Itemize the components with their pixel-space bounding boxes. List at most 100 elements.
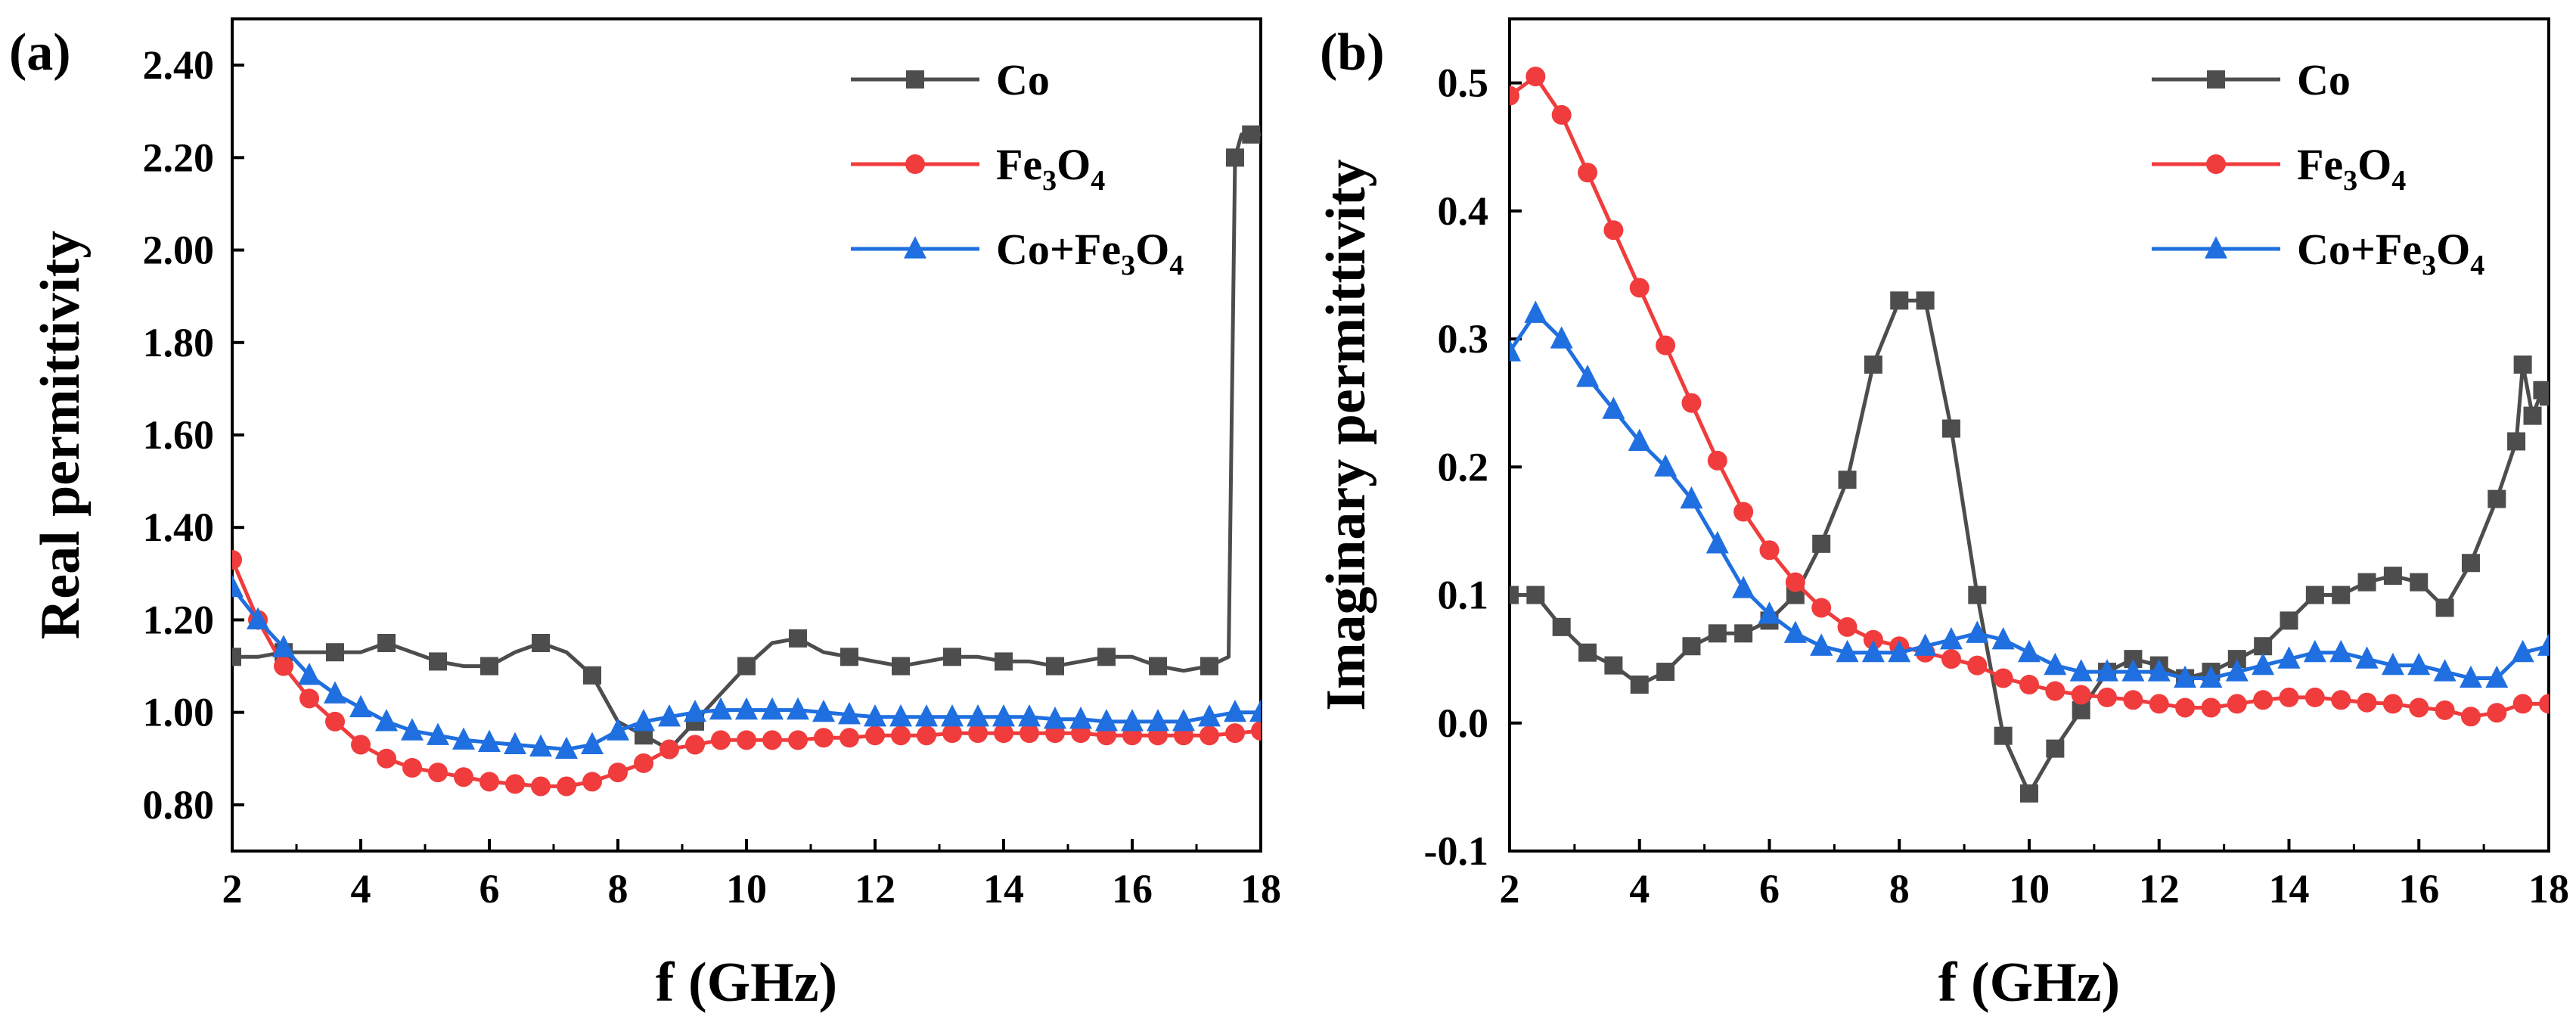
data-point <box>452 727 475 750</box>
legend-label-sub2: 4 <box>1091 165 1105 197</box>
data-point <box>274 656 293 676</box>
y-tick-label: 2.40 <box>143 42 215 88</box>
legend-entry: Co+Fe3O4 <box>2152 225 2484 281</box>
y-tick-label: 0.5 <box>1438 61 1489 106</box>
data-point <box>2433 659 2457 682</box>
data-point <box>1552 617 1571 636</box>
y-tick-label: 1.60 <box>143 412 215 458</box>
data-point <box>2410 573 2429 592</box>
data-point <box>2199 665 2223 688</box>
chart-panel-b: 2 4 6 8 10 12 14 16 18 -0.1 0.0 0.1 0.2 0.3 0.4 0.5 f (G… <box>1315 17 2569 1014</box>
data-point <box>735 697 758 720</box>
data-point <box>2332 586 2351 604</box>
legend-label-sub2: 4 <box>2391 165 2406 197</box>
legend-label-sub: 3 <box>1121 250 1135 281</box>
data-point <box>1251 721 1261 741</box>
data-point <box>812 699 835 722</box>
data-point <box>428 763 448 783</box>
data-point <box>1966 620 1989 643</box>
data-point <box>1810 633 1833 656</box>
x-tick-label: 14 <box>983 866 1024 912</box>
legend-marker <box>2206 154 2226 174</box>
data-point <box>1707 450 1727 471</box>
data-point <box>2435 598 2454 617</box>
data-point <box>1069 707 1092 729</box>
data-point <box>2355 646 2379 669</box>
data-point <box>2280 611 2298 630</box>
data-point <box>232 574 244 598</box>
data-point <box>2019 675 2039 694</box>
y-tick-label: 0.1 <box>1438 573 1489 618</box>
data-point <box>1603 220 1624 241</box>
data-point <box>1968 586 1987 604</box>
data-point <box>2540 387 2549 406</box>
data-point <box>325 711 345 732</box>
data-point <box>1095 709 1118 732</box>
data-point <box>864 704 886 727</box>
data-point <box>1510 85 1519 106</box>
data-point <box>427 722 449 745</box>
data-point <box>2254 637 2273 656</box>
data-point <box>2357 692 2377 713</box>
data-point <box>865 725 885 746</box>
panel-label: (a) <box>9 23 71 82</box>
data-point <box>1681 393 1702 413</box>
data-point <box>1708 624 1727 643</box>
data-point <box>581 732 604 755</box>
data-point <box>2303 639 2326 663</box>
data-point <box>2513 355 2532 374</box>
data-point <box>2225 659 2249 682</box>
data-point <box>942 723 962 744</box>
data-point <box>505 774 525 794</box>
data-point <box>709 697 732 720</box>
data-point <box>2409 697 2429 718</box>
data-point <box>1734 624 1753 643</box>
data-point <box>2435 700 2455 720</box>
data-point <box>2201 697 2221 718</box>
data-point <box>1837 617 1858 637</box>
data-point <box>247 607 269 630</box>
data-point <box>787 697 809 720</box>
y-tick-label: -0.1 <box>1424 828 1488 874</box>
data-point <box>1654 454 1678 477</box>
legend-label-tail: O <box>2357 140 2391 189</box>
legend-label: Fe3O4 <box>2297 140 2406 197</box>
data-point <box>1916 291 1935 310</box>
data-point <box>583 666 601 685</box>
data-point <box>1812 534 1831 553</box>
data-point <box>2045 681 2065 701</box>
data-point <box>1628 428 1651 452</box>
data-point <box>349 694 372 718</box>
data-point <box>2512 694 2533 714</box>
data-point <box>2381 652 2404 676</box>
data-point <box>892 657 910 676</box>
data-point <box>2488 489 2506 508</box>
data-point <box>1785 572 1805 592</box>
data-point <box>1656 335 1676 356</box>
y-tick-label: 1.20 <box>143 597 215 642</box>
data-point <box>1200 725 1219 746</box>
data-point <box>2018 639 2041 663</box>
data-point <box>1993 668 2013 688</box>
data-point <box>429 652 447 671</box>
legend-entry: Co+Fe3O4 <box>851 225 1184 281</box>
data-point <box>2175 697 2196 718</box>
data-point <box>326 643 344 662</box>
legend-label-main: Fe <box>996 140 1042 189</box>
data-point <box>1550 326 1573 349</box>
data-point <box>2277 646 2301 669</box>
data-point <box>1020 723 1039 744</box>
legend-label-tail: O <box>2436 225 2470 274</box>
x-tick-label: 16 <box>1112 866 1153 912</box>
data-point <box>298 662 321 685</box>
legend-label-main: Co <box>996 55 1050 104</box>
series-line-2 <box>1510 311 2549 680</box>
data-point <box>1604 656 1623 675</box>
data-point <box>2121 659 2145 682</box>
data-point <box>1913 633 1937 656</box>
data-point <box>2305 586 2324 604</box>
data-point <box>2097 687 2118 707</box>
series-line-0 <box>1510 298 2549 796</box>
legend-label: Co+Fe3O4 <box>996 225 1184 281</box>
